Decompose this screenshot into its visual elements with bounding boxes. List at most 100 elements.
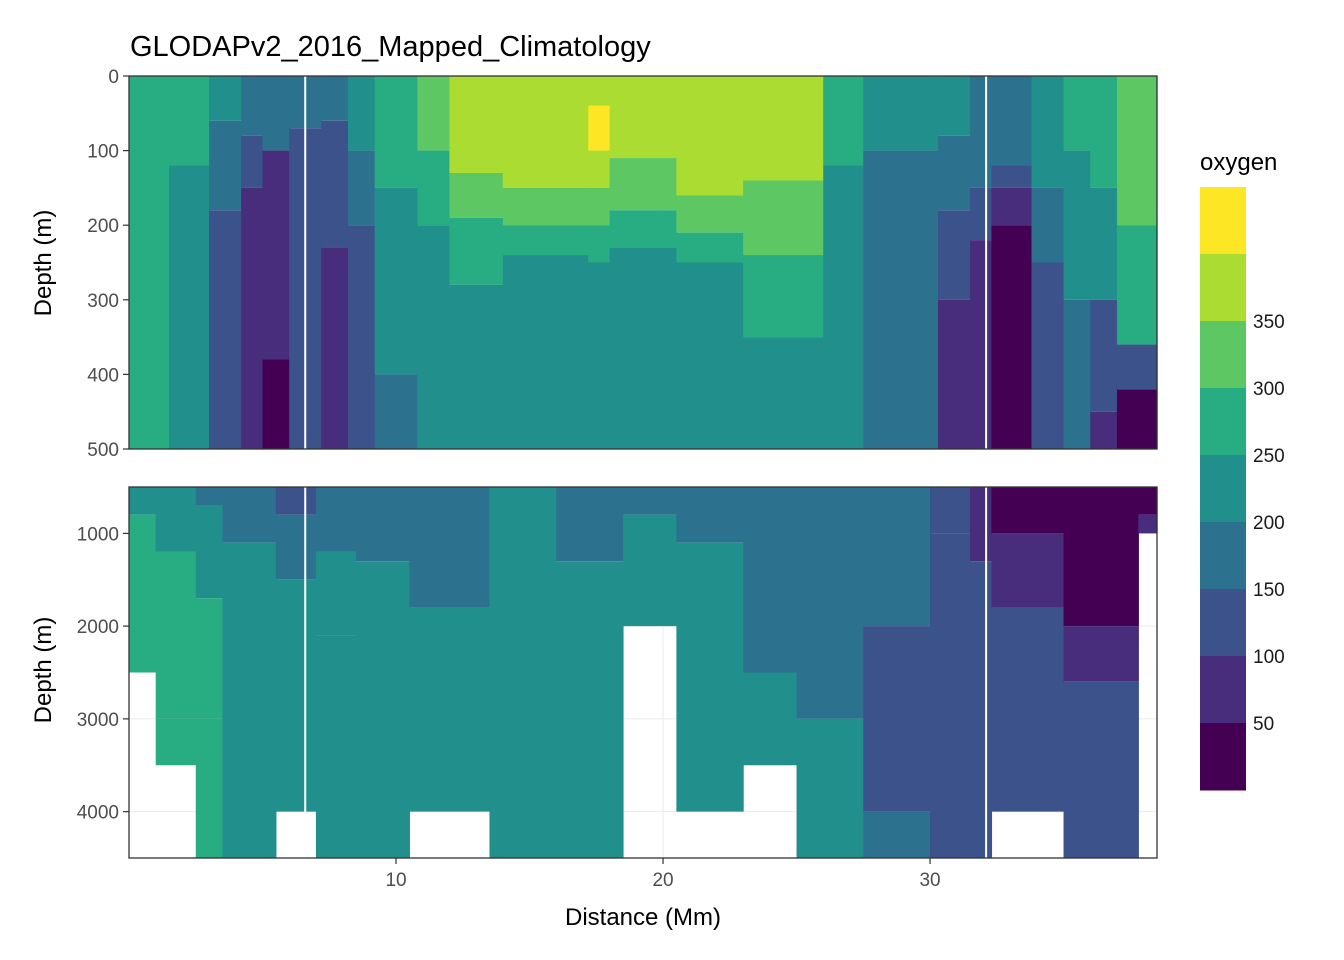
contour-band — [1063, 150, 1091, 300]
contour-band — [241, 187, 264, 449]
contour-band — [315, 487, 357, 552]
contour-band — [970, 76, 993, 188]
contour-band — [1063, 299, 1091, 449]
contour-band — [1116, 76, 1158, 226]
contour-band — [489, 487, 557, 858]
y-tick-label: 4000 — [77, 803, 119, 824]
contour-band — [1138, 487, 1158, 515]
contour-band — [241, 135, 264, 188]
contour-band — [275, 514, 317, 580]
legend-swatch — [1200, 321, 1246, 389]
y-tick-label: 1000 — [77, 524, 119, 545]
contour-band — [743, 337, 824, 449]
contour-band — [930, 487, 971, 534]
contour-band — [622, 487, 677, 515]
contour-band — [374, 76, 418, 188]
contour-band — [1116, 225, 1158, 345]
contour-band — [743, 255, 824, 338]
contour-band — [676, 195, 744, 233]
contour-band — [417, 76, 451, 151]
contour-band — [676, 487, 744, 543]
y-axis-title-top: Depth (m) — [30, 210, 57, 317]
contour-band — [315, 551, 357, 636]
contour-band — [991, 225, 1033, 449]
contour-band — [347, 150, 376, 226]
contour-band — [195, 505, 224, 599]
legend-swatch — [1200, 589, 1246, 657]
contour-band — [938, 299, 971, 449]
contour-band — [991, 187, 1033, 226]
contour-band — [502, 187, 589, 226]
y-tick-label: 400 — [87, 365, 119, 386]
contour-band — [417, 225, 451, 449]
contour-band — [355, 561, 410, 858]
contour-band — [1063, 76, 1091, 151]
chart-title: GLODAPv2_2016_Mapped_Climatology — [130, 31, 651, 63]
contour-band — [588, 187, 611, 226]
contour-band — [275, 487, 317, 515]
contour-band — [970, 240, 993, 449]
contour-band — [743, 672, 798, 766]
contour-band — [930, 533, 971, 858]
contour-band — [991, 607, 1065, 812]
contour-band — [588, 150, 611, 188]
legend-swatch — [1200, 522, 1246, 590]
contour-band — [502, 76, 589, 188]
contour-band — [262, 359, 290, 449]
legend-label: 300 — [1253, 379, 1285, 400]
y-axis-title-bottom: Depth (m) — [30, 617, 57, 724]
contour-band — [355, 487, 410, 562]
contour-band — [449, 172, 504, 218]
contour-band — [129, 76, 170, 449]
y-tick-label: 2000 — [77, 617, 119, 638]
contour-band — [1116, 344, 1158, 390]
legend-swatch — [1200, 187, 1246, 255]
contour-band — [1063, 626, 1139, 682]
contour-band — [938, 135, 971, 211]
contour-band — [970, 561, 993, 858]
contour-band — [622, 514, 677, 627]
contour-band — [609, 158, 677, 211]
contour-band — [1090, 299, 1118, 412]
contour-band — [241, 76, 264, 136]
contour-band — [209, 76, 242, 121]
contour-band — [155, 551, 197, 719]
contour-band — [556, 561, 624, 858]
contour-band — [129, 487, 157, 515]
contour-band — [676, 542, 744, 812]
contour-band — [991, 165, 1033, 188]
x-tick-label: 20 — [652, 870, 673, 891]
contour-band — [863, 626, 931, 812]
contour-band — [209, 210, 242, 449]
contour-band — [1090, 187, 1118, 300]
x-axis-title: Distance (Mm) — [565, 904, 721, 931]
contour-band — [991, 487, 1065, 534]
contour-band — [374, 374, 418, 449]
contour-band — [449, 284, 504, 449]
contour-band — [991, 76, 1033, 166]
y-tick-label: 3000 — [77, 710, 119, 731]
contour-band — [863, 811, 931, 858]
contour-band — [169, 165, 210, 449]
contour-band — [1090, 411, 1118, 449]
legend-label: 150 — [1253, 580, 1285, 601]
legend: oxygen 50 100 150 200 250 300 350 — [1200, 149, 1285, 791]
contour-band — [195, 487, 224, 506]
legend-label: 350 — [1253, 312, 1285, 333]
contour-band — [970, 487, 993, 562]
contour-band — [823, 165, 864, 449]
y-tick-label: 200 — [87, 216, 119, 237]
contour-band — [195, 598, 224, 719]
contour-band — [743, 487, 798, 673]
contour-band — [262, 150, 290, 360]
y-tick-label: 0 — [108, 67, 119, 88]
contour-band — [676, 262, 744, 449]
contour-band — [588, 262, 611, 449]
contour-band — [863, 76, 939, 151]
contour-band — [863, 487, 931, 627]
contour-band — [796, 487, 864, 719]
contour-band — [502, 225, 589, 256]
legend-swatch — [1200, 656, 1246, 724]
contour-band — [1031, 262, 1065, 449]
panel-upper-ocean: 0 100 200 300 400 500 — [87, 67, 1158, 461]
